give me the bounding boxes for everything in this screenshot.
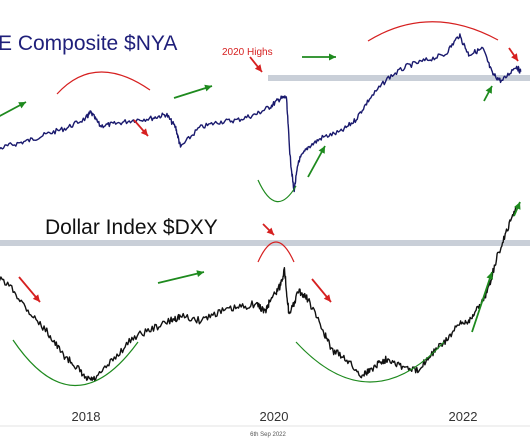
nya-series-group <box>0 33 522 193</box>
arrow-down-nya-2020 <box>249 56 263 73</box>
arrow-up-nya-2016 <box>0 101 27 117</box>
nya-peak-arc-2018 <box>56 71 151 95</box>
arrow-down-nya-2022 <box>508 47 519 62</box>
footer-date: 6th Sep 2022 <box>250 432 286 438</box>
arrow-up-dxy-2022 <box>471 271 494 333</box>
nya-trough-arc-2020 <box>257 179 297 203</box>
x-tick-2018: 2018 <box>72 409 101 424</box>
arrow-down-dxy-2020 <box>262 223 275 236</box>
x-tick-2022: 2022 <box>449 409 478 424</box>
arrow-up-nya-2019b <box>302 53 336 61</box>
dxy-trough-arc-2021 <box>295 341 445 383</box>
arrow-down-nya-2018 <box>133 119 149 137</box>
arrow-up-dxy-2022b <box>513 201 521 217</box>
x-tick-2020: 2020 <box>260 409 289 424</box>
nya-title: E Composite $NYA <box>0 32 177 55</box>
dxy-series-group <box>0 206 517 382</box>
nya-series-line <box>0 33 522 193</box>
dxy-trough-arc-2018 <box>12 339 139 387</box>
arrow-down-dxy-2017 <box>18 276 41 303</box>
annotation-2020-highs: 2020 Highs <box>222 47 273 58</box>
nya-peak-arc-2022 <box>367 21 499 42</box>
nya-reference-band <box>268 75 530 81</box>
arrow-up-dxy-2018 <box>157 270 205 284</box>
arrow-up-nya-2019 <box>173 84 213 99</box>
arrow-up-nya-2020 <box>307 145 326 178</box>
dxy-series-line <box>0 206 517 382</box>
arrow-up-nya-2022 <box>483 85 493 102</box>
dxy-title: Dollar Index $DXY <box>45 216 218 239</box>
arrow-down-dxy-2020b <box>311 278 332 303</box>
dxy-peak-arc-2020 <box>257 241 295 263</box>
arrows-group <box>0 47 521 333</box>
dxy-reference-band <box>0 240 530 246</box>
